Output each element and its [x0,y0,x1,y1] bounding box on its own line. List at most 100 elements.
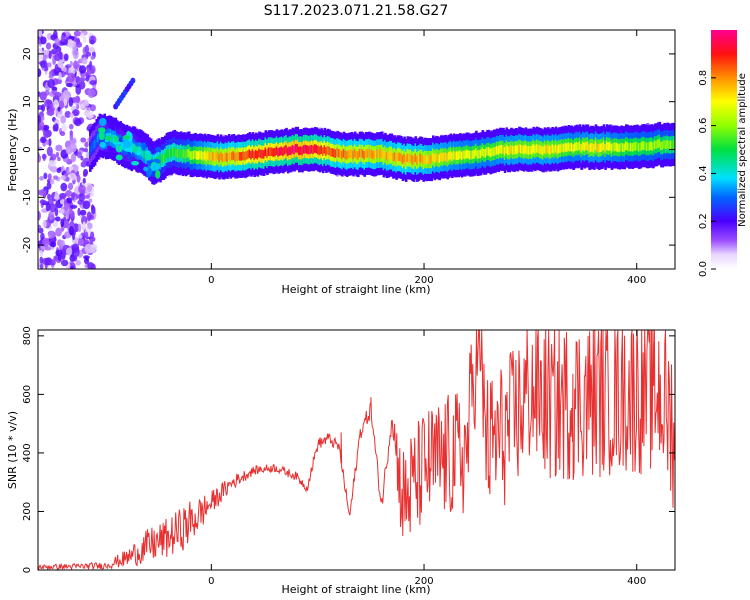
spectrum-cell [542,146,545,156]
snr-panel: 0 200 400 0 200 400 600 800 Height of straight … [6,326,676,596]
spectrum-cell [309,145,312,155]
spectrum-cell [441,152,445,162]
spectrum-cell [272,148,276,157]
spectrum-cell [140,147,143,156]
spectrum-cell [219,151,223,161]
spectrum-cell [668,140,671,150]
noise-cell [65,247,73,256]
spectrum-cell [122,141,126,150]
noise-cell [68,97,74,107]
spectrum-cell [586,141,590,151]
spectrum-cell [288,146,292,156]
noise-cell [70,265,75,269]
spectrum-cell [672,140,675,149]
noise-cell [69,143,77,153]
spectrogram-ylabel: Frequency (Hz) [6,109,19,192]
noise-cell [71,243,80,252]
spectrum-cell [358,148,362,158]
spectrum-cell [200,151,204,160]
spectrum-cell [313,144,317,153]
noise-cell [64,110,71,118]
spectrum-cell [167,149,170,159]
turbulent-blob [154,146,162,152]
noise-cell [82,159,87,165]
spectrum-cell [561,143,564,153]
spectrum-cell [650,141,654,150]
spectrum-cell [320,145,323,155]
spectrum-cell [282,147,285,157]
spectrum-cell [661,141,665,151]
spectrogram-x-tick-label: 0 [208,275,214,286]
noise-cell [74,118,82,127]
turbulent-blob [131,161,140,166]
spectrum-cell [556,145,560,155]
spectrum-cell [565,143,569,153]
spectrum-cell [183,149,186,158]
spectrum-cell [408,153,411,163]
colorbar-tick-label: 0.8 [698,70,709,86]
spectrum-cell [379,149,382,158]
spectrum-cell [502,145,505,154]
noise-cell [88,198,93,203]
noise-cell [39,176,44,181]
spectrum-cell [175,148,178,158]
noise-cell [89,237,94,244]
turbulent-blob [152,163,160,171]
snr-frame [37,329,676,571]
spectrum-cell [409,153,413,163]
halo-cell [223,134,227,138]
spectrum-cell [245,151,248,160]
spectrum-cell [433,154,437,164]
spectrum-cell [238,152,242,161]
spectrum-cell [187,148,191,158]
spectrum-cell [459,150,462,159]
noise-cell [44,246,52,251]
spectrum-cell [543,144,547,154]
spectrogram-axes: 0 200 400 -20 -10 0 10 20 [22,30,675,286]
spectrum-cell [186,149,189,158]
spectrum-cell [138,146,142,156]
noise-cell [76,151,82,159]
noise-cell [79,32,85,39]
noise-cell [86,211,92,222]
turbulent-blob [113,141,122,146]
noise-cell [46,181,52,190]
spectrum-cell [609,141,612,151]
noise-cell [46,62,52,68]
colorbar-tick-label: 0.4 [698,165,709,181]
spectrum-cell [317,145,320,155]
spectrum-cell [494,147,497,156]
spectrum-cell [93,139,97,149]
spectrum-cell [451,152,454,161]
spectrum-cell [457,151,461,161]
noise-cell [80,215,88,225]
spectrum-cell [205,152,209,162]
spectrum-cell [400,153,403,162]
spectrum-cell [304,144,307,154]
spectrum-cell [357,151,360,160]
turbulent-blob [126,151,132,161]
spectrum-cell [438,154,441,163]
noise-cell [66,82,73,88]
spectrum-cell [495,145,499,155]
spectrum-cell [141,148,145,158]
spectrum-cell [623,143,627,153]
noise-cell [47,230,56,239]
noise-cell [44,98,52,108]
halo-cell [446,134,450,138]
spectrum-cell [329,147,333,157]
noise-cell [38,146,43,151]
spectrum-cell [604,144,607,153]
spectrum-cell [460,151,464,161]
spectrum-cell [425,155,429,165]
noise-cell [53,99,59,110]
spectrum-cell [237,151,240,161]
noise-cell [38,47,43,53]
spectrum-cell [269,147,272,157]
spectrum-cell [471,150,475,160]
spectrum-cell [270,147,274,156]
spectrum-cell [336,148,339,157]
noise-cell [47,193,52,201]
turbulent-blob [143,166,149,172]
spectrum-cell [593,144,596,153]
